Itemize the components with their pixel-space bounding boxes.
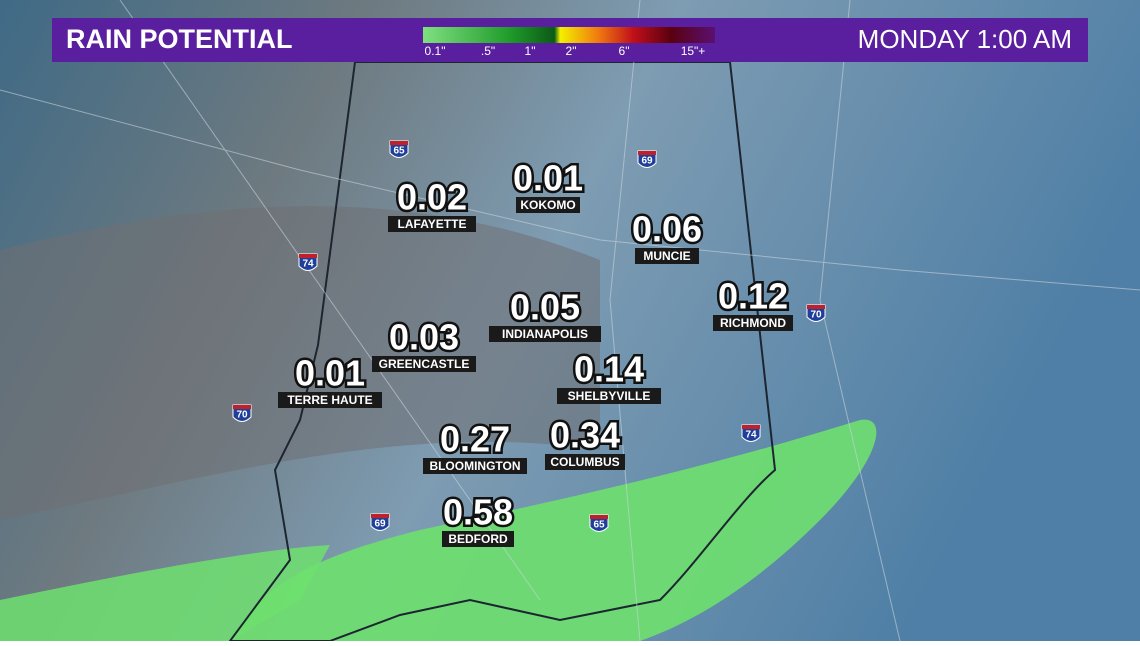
shield-top xyxy=(299,254,317,258)
shield-icon xyxy=(298,253,318,271)
shield-number: 69 xyxy=(374,519,386,530)
legend-label: 6" xyxy=(619,44,630,58)
rain-value: 0.58 xyxy=(443,492,513,533)
dry-region xyxy=(0,206,600,520)
shield-top xyxy=(390,141,408,145)
legend-label: 0.1" xyxy=(425,44,446,58)
shield-number: 74 xyxy=(745,430,757,441)
shield-icon xyxy=(806,304,826,322)
shield-top xyxy=(807,305,825,309)
rain-value: 0.06 xyxy=(632,209,702,250)
legend-label: .5" xyxy=(481,44,495,58)
legend-label: 1" xyxy=(525,44,536,58)
city-name: BEDFORD xyxy=(448,532,508,546)
title: RAIN POTENTIAL xyxy=(66,24,293,54)
shield-number: 65 xyxy=(393,146,405,157)
rain-value: 0.12 xyxy=(718,276,788,317)
shield-number: 70 xyxy=(236,410,248,421)
city-name: LAFAYETTE xyxy=(398,217,467,231)
time: MONDAY 1:00 AM xyxy=(858,24,1072,54)
shield-icon xyxy=(389,140,409,158)
shield-icon xyxy=(370,513,390,531)
shield-top xyxy=(638,151,656,155)
rain-value: 0.02 xyxy=(397,177,467,218)
rain-value: 0.34 xyxy=(550,415,620,456)
label-box xyxy=(516,197,580,213)
shield-icon xyxy=(741,424,761,442)
shield-number: 70 xyxy=(810,310,822,321)
shield-icon xyxy=(589,514,609,532)
shield-number: 74 xyxy=(302,259,314,270)
city-name: RICHMOND xyxy=(720,316,786,330)
label-box xyxy=(635,248,699,264)
legend-scale xyxy=(423,27,715,43)
label-box xyxy=(372,356,476,372)
shield-top xyxy=(233,405,251,409)
highways: 65 69 74 70 70 74 69 65 xyxy=(232,140,826,532)
city-name: SHELBYVILLE xyxy=(568,389,651,403)
shield-icon xyxy=(232,404,252,422)
shield-top xyxy=(742,425,760,429)
shield-number: 69 xyxy=(641,156,653,167)
city-name: MUNCIE xyxy=(643,249,690,263)
rain-value: 0.01 xyxy=(513,158,583,199)
label-box xyxy=(489,326,601,342)
label-box xyxy=(442,531,514,547)
label-box xyxy=(423,458,527,474)
label-box xyxy=(278,392,382,408)
city-name: TERRE HAUTE xyxy=(287,393,372,407)
rain-value: 0.14 xyxy=(574,349,644,390)
legend-label: 15"+ xyxy=(681,44,706,58)
city-name: COLUMBUS xyxy=(550,455,619,469)
label-box xyxy=(388,216,476,232)
city-name: INDIANAPOLIS xyxy=(502,327,588,341)
rain-value: 0.27 xyxy=(440,419,510,460)
city-name: KOKOMO xyxy=(520,198,575,212)
legend-label: 2" xyxy=(566,44,577,58)
label-box xyxy=(713,315,793,331)
cities: 0.02LAFAYETTE0.01KOKOMO0.06MUNCIE0.05IND… xyxy=(278,155,793,547)
rain-value: 0.05 xyxy=(510,287,580,328)
label-box xyxy=(545,454,625,470)
city-name: GREENCASTLE xyxy=(379,357,470,371)
city-name: BLOOMINGTON xyxy=(429,459,520,473)
state-border xyxy=(228,61,777,642)
shield-top xyxy=(371,514,389,518)
legend: 0.1" .5" 1" 2" 6" 15"+ xyxy=(425,44,706,58)
shield-top xyxy=(590,515,608,519)
rain-value: 0.01 xyxy=(295,353,365,394)
rain-value: 0.03 xyxy=(389,317,459,358)
shield-number: 65 xyxy=(593,520,605,531)
rain-area xyxy=(230,419,877,641)
shield-icon xyxy=(637,150,657,168)
label-box xyxy=(557,388,661,404)
